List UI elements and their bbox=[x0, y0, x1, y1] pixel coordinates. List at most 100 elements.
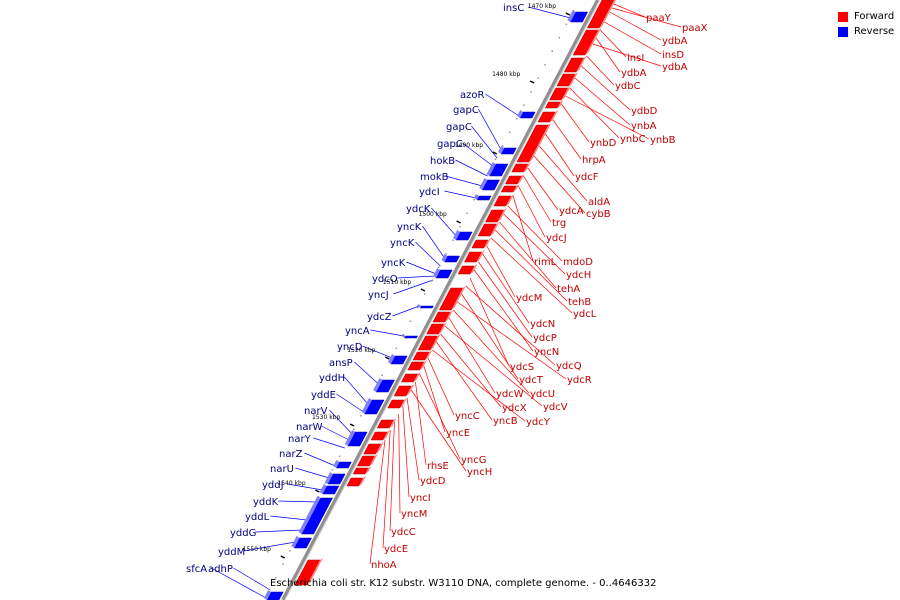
tick-label: 1480 kbp bbox=[492, 71, 520, 78]
forward-gene-face bbox=[425, 350, 433, 360]
label-leader bbox=[287, 483, 323, 491]
forward-gene-label: ydbA bbox=[621, 68, 647, 79]
reverse-gene bbox=[404, 335, 419, 339]
minor-tick bbox=[501, 145, 504, 147]
forward-gene-face bbox=[557, 100, 564, 108]
label-leader bbox=[609, 11, 662, 41]
forward-gene-label: hrpA bbox=[582, 155, 606, 166]
forward-gene-face bbox=[513, 184, 520, 192]
label-leader bbox=[321, 425, 350, 441]
label-leader bbox=[469, 277, 510, 367]
reverse-gene-face bbox=[264, 590, 272, 600]
forward-gene-label: ydcM bbox=[516, 293, 542, 304]
forward-gene-label: yncG bbox=[461, 455, 487, 466]
reverse-gene bbox=[266, 591, 284, 600]
label-leader bbox=[613, 3, 646, 18]
label-leader bbox=[211, 567, 267, 599]
reverse-gene-face bbox=[479, 178, 488, 190]
forward-gene-face bbox=[365, 466, 372, 474]
forward-gene-face bbox=[585, 28, 602, 55]
forward-gene-label: ynbD bbox=[590, 138, 617, 149]
label-leader bbox=[415, 241, 441, 267]
reverse-gene-label: yddK bbox=[253, 497, 279, 508]
tick-dash bbox=[315, 489, 320, 493]
label-leader bbox=[512, 195, 534, 262]
forward-gene-label: ydcT bbox=[519, 375, 544, 386]
reverse-gene-label: yddM bbox=[218, 547, 245, 558]
minor-tick bbox=[537, 77, 539, 79]
minor-tick bbox=[466, 212, 468, 214]
minor-tick bbox=[508, 131, 511, 133]
forward-gene-face bbox=[444, 310, 454, 322]
reverse-gene-label: narY bbox=[288, 434, 312, 445]
label-leaders bbox=[211, 3, 682, 599]
minor-tick bbox=[551, 50, 553, 52]
forward-gene-label: ydcL bbox=[573, 309, 597, 320]
forward-gene-face bbox=[369, 454, 378, 466]
forward-gene-label: ydcR bbox=[567, 375, 592, 386]
label-leader bbox=[507, 205, 563, 262]
tick-dash bbox=[384, 356, 390, 360]
forward-gene-face bbox=[438, 322, 447, 334]
minor-tick bbox=[395, 347, 398, 349]
forward-gene-face bbox=[528, 123, 552, 162]
tick-dash bbox=[420, 288, 426, 292]
forward-gene-face bbox=[470, 264, 478, 274]
label-leader bbox=[393, 279, 434, 295]
reverse-gene-face bbox=[319, 484, 327, 494]
forward-gene-label: yncI bbox=[410, 493, 431, 504]
label-leader bbox=[389, 421, 395, 532]
legend-reverse-swatch bbox=[838, 26, 848, 37]
label-leader bbox=[406, 261, 437, 275]
forward-gene-face bbox=[497, 208, 507, 222]
reverse-gene-face bbox=[361, 398, 372, 414]
reverse-gene-face bbox=[291, 536, 300, 548]
label-leader bbox=[233, 567, 271, 591]
minor-tick bbox=[275, 577, 277, 579]
reverse-gene-label: gapC bbox=[453, 105, 479, 116]
tick-label: 1520 kbp bbox=[347, 347, 375, 354]
minor-tick bbox=[558, 37, 561, 39]
label-leader bbox=[499, 221, 557, 289]
label-leader bbox=[382, 429, 391, 549]
label-leader bbox=[445, 175, 483, 187]
label-leader bbox=[444, 190, 477, 199]
reverse-gene-face bbox=[324, 472, 334, 484]
forward-gene-label: ydbA bbox=[662, 62, 688, 73]
forward-gene-label: ydcH bbox=[566, 270, 591, 281]
reverse-gene-label: ydcO bbox=[372, 274, 398, 285]
label-leader bbox=[462, 142, 494, 167]
reverse-gene-label: yncK bbox=[397, 222, 422, 233]
label-leader bbox=[369, 439, 386, 565]
forward-gene-face bbox=[523, 162, 531, 172]
tick-dash bbox=[280, 555, 286, 559]
tick-dash bbox=[565, 12, 571, 16]
minor-tick bbox=[459, 226, 461, 228]
forward-gene-label: ydcV bbox=[543, 402, 568, 413]
minor-tick bbox=[416, 307, 419, 309]
tick-label: 1490 kbp bbox=[455, 142, 483, 149]
reverse-gene-label: yncK bbox=[390, 238, 415, 249]
forward-gene-face bbox=[483, 238, 491, 248]
label-leader bbox=[518, 185, 546, 238]
label-leader bbox=[398, 413, 401, 514]
reverse-gene-label: insC bbox=[503, 3, 524, 14]
reverse-gene-label: narZ bbox=[279, 449, 303, 460]
forward-gene-label: ydcC bbox=[391, 527, 416, 538]
minor-tick bbox=[423, 293, 426, 295]
forward-gene-face bbox=[419, 360, 427, 370]
reverse-gene bbox=[476, 195, 492, 201]
forward-gene-label: ydcJ bbox=[546, 233, 567, 244]
reverse-gene-face bbox=[453, 230, 461, 240]
label-leader bbox=[482, 253, 530, 324]
minor-tick bbox=[452, 239, 454, 241]
forward-gene-label: ydbC bbox=[615, 81, 641, 92]
forward-gene-face bbox=[561, 86, 571, 100]
reverse-gene-face bbox=[486, 162, 496, 176]
reverse-gene-face bbox=[373, 378, 383, 392]
label-leader bbox=[565, 95, 650, 140]
label-leader bbox=[533, 155, 586, 214]
label-leader bbox=[485, 93, 520, 117]
forward-gene-label: insD bbox=[662, 50, 684, 61]
reverse-gene-label: yddG bbox=[230, 528, 256, 539]
